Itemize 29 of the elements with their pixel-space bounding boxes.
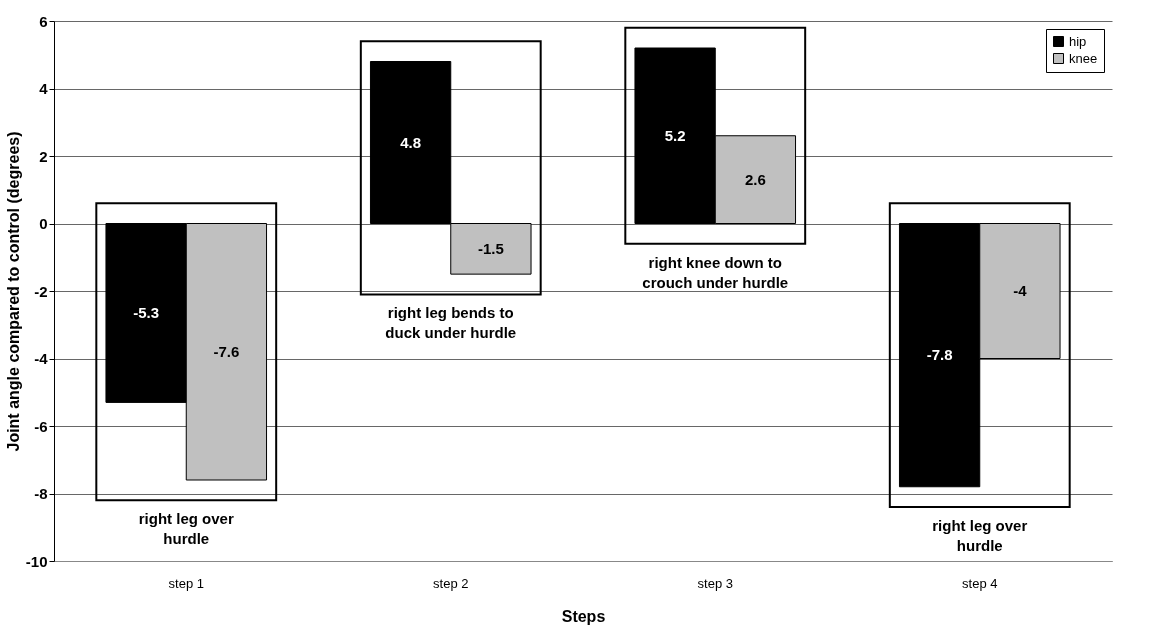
data-label: 2.6 bbox=[744, 170, 766, 188]
y-tick-label: -8 bbox=[34, 485, 48, 502]
x-axis-title: Steps bbox=[561, 607, 606, 625]
data-label: -7.6 bbox=[213, 342, 240, 360]
y-axis-title: Joint angle compared to control (degrees) bbox=[4, 131, 22, 452]
data-label: -4 bbox=[1013, 282, 1028, 299]
data-label: -5.3 bbox=[133, 303, 160, 321]
y-tick-label: -4 bbox=[34, 350, 49, 367]
x-tick-label: step 2 bbox=[433, 575, 469, 591]
x-tick-label: step 1 bbox=[168, 575, 204, 591]
annotation: right knee down to crouch under hurdle bbox=[642, 253, 789, 291]
y-tick-label: 2 bbox=[39, 147, 48, 165]
legend-label: knee bbox=[1069, 50, 1098, 66]
data-label: 5.2 bbox=[664, 126, 686, 144]
data-label: -7.8 bbox=[926, 346, 953, 364]
y-tick-label: 4 bbox=[39, 80, 49, 97]
x-tick-label: step 4 bbox=[962, 575, 998, 591]
y-tick-label: 0 bbox=[39, 215, 48, 232]
y-tick-label: -6 bbox=[34, 417, 48, 435]
legend-label: hip bbox=[1069, 33, 1087, 49]
data-label: -1.5 bbox=[477, 239, 504, 257]
annotation: right leg over hurdle bbox=[932, 516, 1028, 554]
y-tick-label: -10 bbox=[25, 552, 48, 570]
y-tick-label: 6 bbox=[39, 12, 48, 30]
data-label: 4.8 bbox=[400, 133, 422, 151]
annotation: right leg over hurdle bbox=[138, 510, 234, 548]
x-tick-label: step 3 bbox=[697, 575, 733, 591]
y-tick-label: -2 bbox=[34, 282, 48, 300]
annotation: right leg bends to duck under hurdle bbox=[385, 304, 517, 342]
